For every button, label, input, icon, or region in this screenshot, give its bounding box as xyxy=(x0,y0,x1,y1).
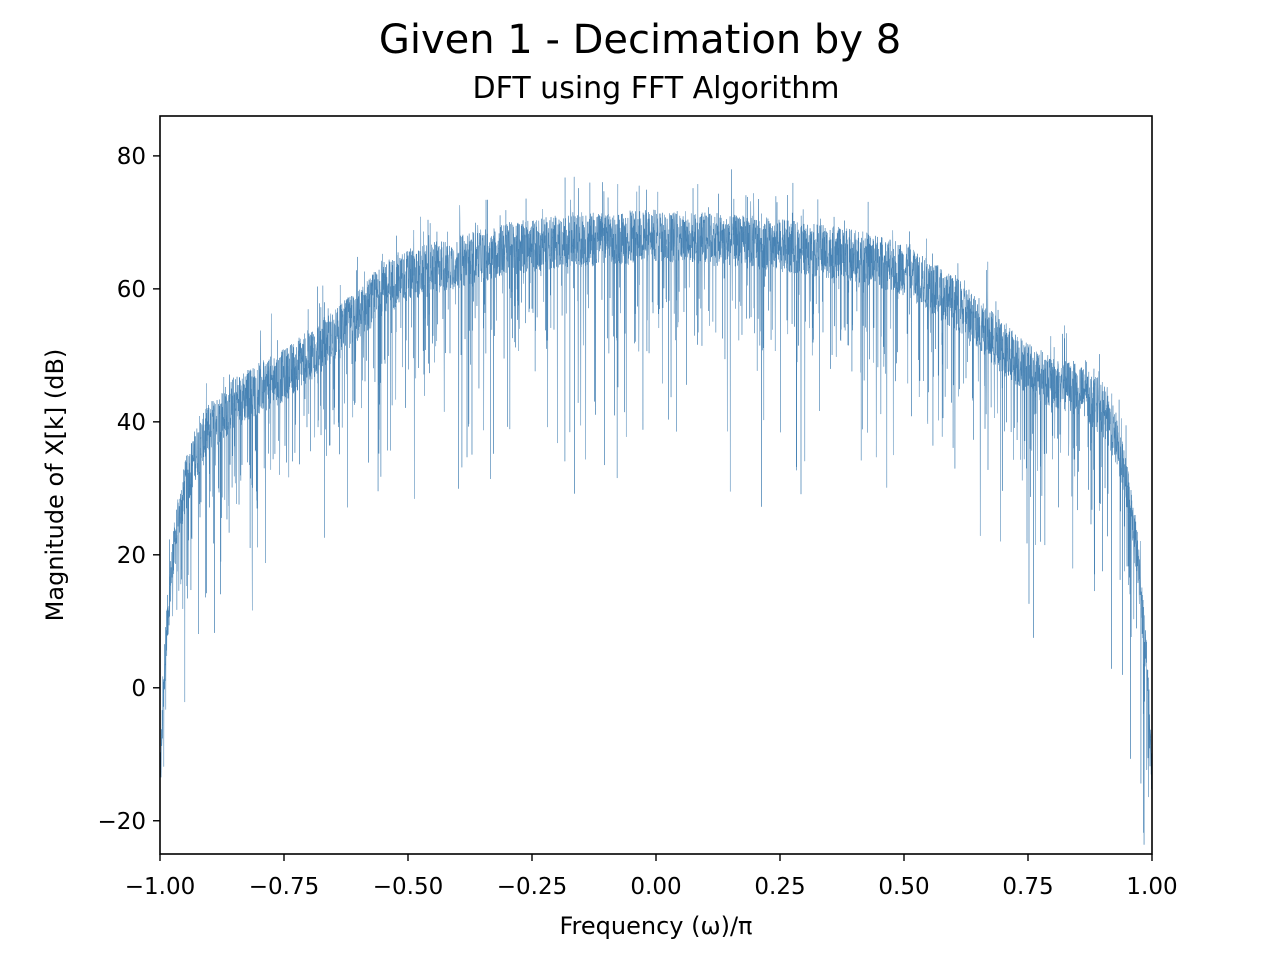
x-tick-label: 1.00 xyxy=(1126,874,1177,900)
chart-title: DFT using FFT Algorithm xyxy=(472,71,839,106)
y-tick-label: −20 xyxy=(97,809,146,835)
y-tick-label: 80 xyxy=(117,144,146,170)
x-tick-label: −0.75 xyxy=(249,874,319,900)
x-tick-label: 0.50 xyxy=(878,874,929,900)
x-tick-label: −0.50 xyxy=(373,874,443,900)
x-tick-label: −0.25 xyxy=(497,874,567,900)
x-tick-label: 0.00 xyxy=(630,874,681,900)
y-tick-label: 20 xyxy=(117,543,146,569)
y-tick-label: 0 xyxy=(131,676,146,702)
figure-suptitle: Given 1 - Decimation by 8 xyxy=(379,17,901,63)
x-tick-label: 0.25 xyxy=(754,874,805,900)
y-axis: −20 0 20 40 60 80 xyxy=(97,144,160,835)
x-tick-label: −1.00 xyxy=(125,874,195,900)
x-tick-label: 0.75 xyxy=(1002,874,1053,900)
y-tick-label: 60 xyxy=(117,277,146,303)
y-axis-label: Magnitude of X[k] (dB) xyxy=(41,349,69,622)
x-axis-label: Frequency (ω)/π xyxy=(560,912,753,940)
spectrum-line xyxy=(160,169,1152,845)
x-axis: −1.00 −0.75 −0.50 −0.25 0.00 0.25 0.50 0.75 1.00 xyxy=(125,854,1178,900)
y-tick-label: 40 xyxy=(117,410,146,436)
plot-area xyxy=(160,169,1152,845)
